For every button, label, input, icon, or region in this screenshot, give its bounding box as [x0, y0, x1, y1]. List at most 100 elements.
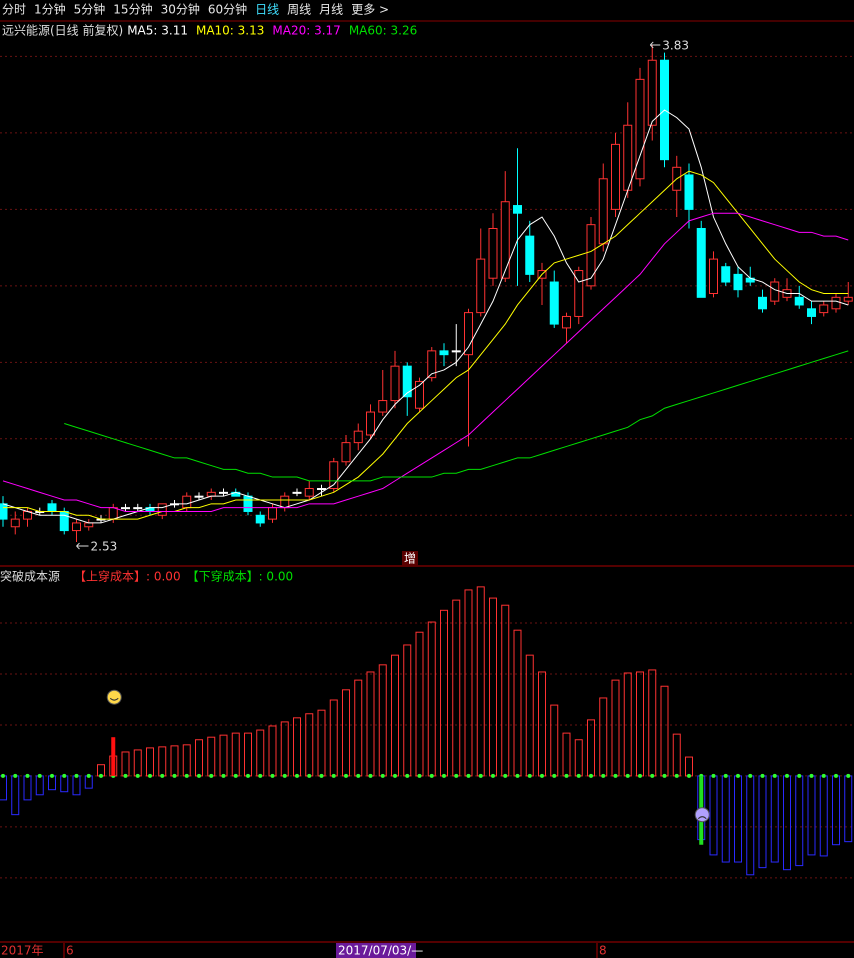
candle-body — [770, 281, 780, 302]
x-tick-label: 2017/07/03/— — [338, 944, 423, 958]
candle-body — [586, 224, 596, 287]
candle-body — [59, 510, 69, 532]
candle-body — [219, 491, 228, 494]
candle-body — [549, 281, 559, 325]
toolbar-tab[interactable]: 15分钟 — [113, 2, 152, 17]
toolbar-tab[interactable]: 5分钟 — [74, 2, 106, 17]
signal-face — [106, 689, 122, 705]
candle-body — [157, 503, 167, 516]
legend-entry: MA20: 3.17 — [272, 24, 340, 38]
annotation-box — [402, 551, 418, 566]
candle-body — [831, 296, 841, 310]
candle-body — [402, 365, 412, 398]
legend-entry: MA10: 3.13 — [196, 24, 264, 38]
signal-mouth — [697, 816, 707, 820]
candle-body — [317, 488, 326, 491]
candle-body — [598, 178, 608, 245]
legend: MA5: 3.11 MA10: 3.13 MA20: 3.17 MA60: 3.26 — [127, 24, 417, 38]
toolbar-tab[interactable]: 30分钟 — [161, 2, 200, 17]
toolbar-tab[interactable]: 日线 — [255, 3, 279, 17]
candle-body — [427, 350, 437, 379]
candle-body — [72, 522, 81, 532]
candle-body — [304, 488, 314, 497]
candle-body — [807, 308, 816, 317]
candle-body — [843, 296, 853, 302]
candle-body — [476, 258, 486, 314]
toolbar-tab[interactable]: 分时 — [2, 3, 26, 17]
annotation: 增 — [404, 552, 416, 566]
toolbar-tab[interactable]: 60分钟 — [208, 2, 247, 17]
high-arrow — [649, 41, 661, 49]
candle-body — [47, 503, 57, 512]
cursor-date-box — [336, 943, 416, 958]
high-label: 3.83 — [662, 38, 689, 52]
low-label: 2.53 — [91, 540, 118, 554]
candle-body — [562, 315, 571, 329]
candle-body — [758, 296, 767, 310]
candle-body — [733, 273, 743, 291]
legend-entry: MA60: 3.26 — [349, 24, 417, 38]
candle-body — [121, 507, 130, 510]
candle-body — [133, 507, 143, 510]
signal-mouth — [109, 697, 119, 701]
candle-body — [635, 78, 645, 180]
candle-body — [709, 258, 718, 294]
candle-body — [378, 400, 388, 413]
toolbar-tab[interactable]: 更多 > — [351, 3, 389, 17]
candle-body — [341, 442, 351, 463]
ma-line — [2, 109, 849, 524]
candle-body — [292, 491, 302, 494]
candle-body — [574, 270, 584, 317]
legend-entry: 【上穿成本】: 0.00 — [74, 569, 181, 584]
candle-body — [696, 227, 706, 298]
legend-entry: 【下穿成本】: 0.00 — [187, 569, 294, 584]
x-tick-label: 2017年 — [1, 944, 44, 958]
ma-line — [3, 170, 849, 520]
candle-body — [390, 365, 400, 402]
candle-body — [623, 124, 633, 191]
candle-body — [206, 491, 216, 497]
candle-body — [0, 503, 8, 520]
candle-body — [451, 350, 461, 353]
candle-body — [329, 461, 339, 490]
indicator-title: 突破成本源 — [0, 569, 60, 584]
candle-body — [194, 495, 204, 498]
candle-body — [525, 235, 535, 275]
signal-face — [694, 807, 710, 823]
toolbar-tab[interactable]: 月线 — [319, 3, 343, 17]
toolbar: 分时 1分钟 5分钟 15分钟 30分钟 60分钟 日线 周线 月线 更多 > — [2, 2, 389, 17]
candle-body — [366, 411, 375, 436]
candle-body — [500, 201, 510, 279]
candle-body — [684, 174, 694, 210]
candle-body — [280, 495, 290, 509]
candle-body — [611, 143, 620, 210]
toolbar-tab[interactable]: 周线 — [287, 3, 311, 17]
ma-line — [2, 212, 849, 512]
toolbar-tab[interactable]: 1分钟 — [34, 2, 66, 17]
candle-body — [439, 350, 449, 356]
low-arrow — [76, 542, 89, 550]
candle-body — [794, 296, 804, 306]
candle-body — [464, 312, 473, 356]
candle-body — [108, 507, 118, 520]
candle-body — [488, 227, 498, 279]
candle-body — [721, 266, 731, 283]
chart-title: 远兴能源(日线 前复权) — [2, 23, 123, 38]
candle-body — [513, 205, 522, 214]
x-tick-label: 6 — [66, 944, 74, 958]
candle-body — [84, 522, 94, 528]
candle-body — [819, 304, 829, 314]
candle-body — [243, 495, 253, 512]
candle-body — [182, 495, 192, 509]
candle-body — [268, 507, 277, 520]
ma-line — [64, 350, 849, 482]
x-tick-label: 8 — [599, 944, 607, 958]
candle-body — [10, 518, 20, 528]
candle-body — [647, 59, 657, 126]
legend-entry: MA5: 3.11 — [127, 24, 188, 38]
candle-body — [255, 514, 265, 524]
candle-body — [415, 380, 424, 409]
